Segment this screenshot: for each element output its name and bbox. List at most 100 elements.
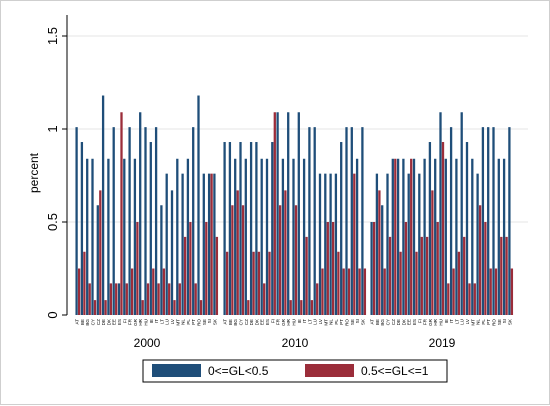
bar-series-1 — [492, 127, 495, 315]
bar-series-2 — [321, 268, 324, 315]
bar-series-1 — [345, 127, 348, 315]
bar-series-1 — [334, 173, 338, 315]
x-category-label: NL — [476, 319, 481, 325]
legend-swatch-series-2 — [305, 364, 354, 377]
bar-series-1 — [117, 283, 121, 315]
x-category-label: GR — [133, 318, 138, 326]
x-category-label: AT — [223, 319, 228, 325]
bar-series-1 — [239, 142, 242, 315]
bar-series-2 — [194, 283, 197, 315]
x-category-label: MT — [470, 319, 475, 326]
bar-series-2 — [247, 300, 250, 315]
bar-series-1 — [439, 112, 442, 315]
legend: 0<=GL<0.5 0.5<=GL<=1 — [142, 359, 448, 383]
x-group-label: 2010 — [282, 336, 309, 350]
bar-series-1 — [308, 127, 311, 315]
bar-series-2 — [252, 251, 255, 315]
x-category-label: PT — [339, 319, 344, 325]
bar-series-2 — [83, 251, 86, 315]
x-category-label: SK — [507, 318, 512, 325]
bar-series-2 — [452, 268, 455, 315]
bar-series-2 — [231, 205, 234, 315]
bar-series-2 — [289, 300, 292, 315]
bar-series-1 — [75, 127, 78, 315]
y-tick-label: 0 — [45, 311, 60, 318]
bar-series-1 — [381, 205, 384, 315]
bar-series-2 — [178, 283, 181, 315]
bar-series-2 — [189, 222, 192, 315]
x-category-label: CY — [385, 319, 390, 325]
x-category-label: AT — [370, 319, 375, 325]
bar-series-1 — [423, 158, 426, 315]
bar-series-1 — [86, 158, 89, 315]
x-category-label: LV — [465, 318, 470, 324]
x-category-label: FR — [423, 318, 428, 325]
bar-series-2 — [347, 268, 351, 315]
x-group-labels: 2000 2010 2019 — [134, 336, 456, 350]
x-category-label: ES — [117, 319, 122, 325]
x-category-label: LV — [170, 318, 175, 324]
x-category-label: IT — [449, 319, 454, 323]
bar-series-1 — [107, 158, 110, 315]
bar-series-2 — [146, 283, 150, 315]
y-ticks: 0 0.5 1 1.5 — [45, 27, 67, 319]
bar-series-2 — [337, 251, 340, 315]
bar-series-2 — [310, 300, 314, 315]
bar-series-1 — [471, 158, 474, 315]
bar-series-1 — [265, 158, 269, 315]
bar-series-1 — [112, 127, 115, 315]
bar-series-1 — [186, 158, 190, 315]
bar-series-1 — [260, 158, 263, 315]
legend-label-series-1: 0<=GL<0.5 — [208, 364, 269, 378]
bar-series-2 — [125, 283, 128, 315]
x-category-label: LU — [165, 319, 170, 325]
x-category-label: FI — [122, 319, 127, 323]
bar-series-1 — [207, 173, 211, 315]
x-category-label: SE — [202, 319, 207, 325]
bar-series-2 — [88, 283, 91, 315]
bar-series-1 — [407, 173, 410, 315]
x-category-label: MT — [175, 319, 180, 326]
bar-series-2 — [494, 268, 498, 315]
bar-series-1 — [202, 173, 205, 315]
bar-series-1 — [165, 173, 168, 315]
x-category-label: DK — [106, 318, 111, 325]
x-category-label: ES — [412, 319, 417, 325]
bar-series-1 — [487, 127, 490, 315]
x-category-label: FR — [128, 318, 133, 325]
x-category-label: RO — [491, 319, 496, 326]
bar-series-2 — [109, 283, 113, 315]
y-tick-label: 1 — [45, 125, 60, 132]
x-category-label: HU — [438, 319, 443, 326]
bar-series-1 — [160, 205, 163, 315]
bar-series-1 — [481, 127, 485, 315]
bar-series-2 — [205, 222, 208, 315]
bar-series-2 — [284, 190, 287, 315]
bar-series-2 — [93, 300, 97, 315]
bar-series-1 — [170, 190, 174, 315]
bar-series-1 — [271, 142, 274, 315]
bar-series-1 — [418, 173, 421, 315]
x-group-label: 2000 — [134, 336, 161, 350]
bar-series-2 — [436, 222, 439, 315]
bars — [75, 95, 514, 316]
legend-label-series-2: 0.5<=GL<=1 — [361, 364, 429, 378]
bar-series-1 — [234, 158, 237, 315]
bar-series-2 — [420, 236, 423, 315]
bar-series-2 — [168, 283, 171, 315]
bar-series-2 — [273, 112, 276, 315]
x-category-label: RO — [196, 319, 201, 326]
bar-series-1 — [502, 158, 506, 315]
bar-series-1 — [223, 142, 226, 315]
bar-series-1 — [476, 173, 479, 315]
bar-series-2 — [415, 251, 418, 315]
bar-series-1 — [340, 142, 343, 315]
x-category-label: LU — [313, 319, 318, 325]
x-category-label: PL — [186, 319, 191, 325]
x-category-label: IE — [444, 319, 449, 323]
x-category-label: NL — [181, 319, 186, 325]
bar-series-2 — [457, 251, 461, 315]
bar-series-2 — [241, 205, 245, 315]
bar-series-1 — [396, 158, 400, 315]
